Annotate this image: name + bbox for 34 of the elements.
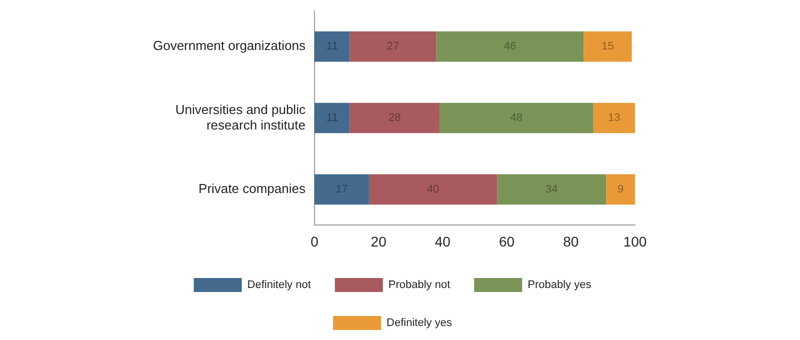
x-tick-label: 100: [623, 233, 647, 250]
data-label: 28: [388, 112, 401, 124]
x-tick-label: 40: [434, 233, 451, 250]
bar: [436, 31, 584, 62]
legend-label: Definitely not: [247, 279, 311, 292]
bar: [606, 174, 635, 205]
data-label: 13: [608, 112, 620, 124]
data-label: 40: [426, 184, 440, 196]
data-label: 48: [510, 112, 523, 124]
bar: [314, 31, 350, 62]
data-label: 9: [618, 184, 624, 196]
bar: [368, 174, 498, 205]
bar: [497, 174, 606, 205]
legend-label: Definitely yes: [386, 317, 452, 330]
y-tick-label: Private companies: [198, 181, 306, 196]
bar: [584, 31, 632, 62]
data-label: 34: [546, 184, 558, 196]
legend-label: Probably yes: [528, 279, 592, 292]
y-tick-label: Government organizations: [152, 38, 306, 54]
data-label: 46: [504, 40, 516, 53]
x-tick-label: 20: [370, 233, 387, 250]
bar: [350, 102, 440, 134]
y-tick-label: Universities and public research institute: [175, 102, 306, 132]
bar: [593, 102, 635, 134]
x-tick-label: 60: [499, 233, 515, 250]
data-label: 15: [602, 40, 614, 53]
bar: [314, 102, 350, 134]
data-label: 27: [386, 40, 400, 53]
x-tick-label: 80: [563, 233, 579, 250]
bar: [439, 102, 594, 134]
x-tick-label: 0: [310, 233, 319, 250]
bar: [350, 31, 436, 62]
legend-label: Probably not: [388, 279, 450, 292]
bar: [314, 174, 369, 205]
